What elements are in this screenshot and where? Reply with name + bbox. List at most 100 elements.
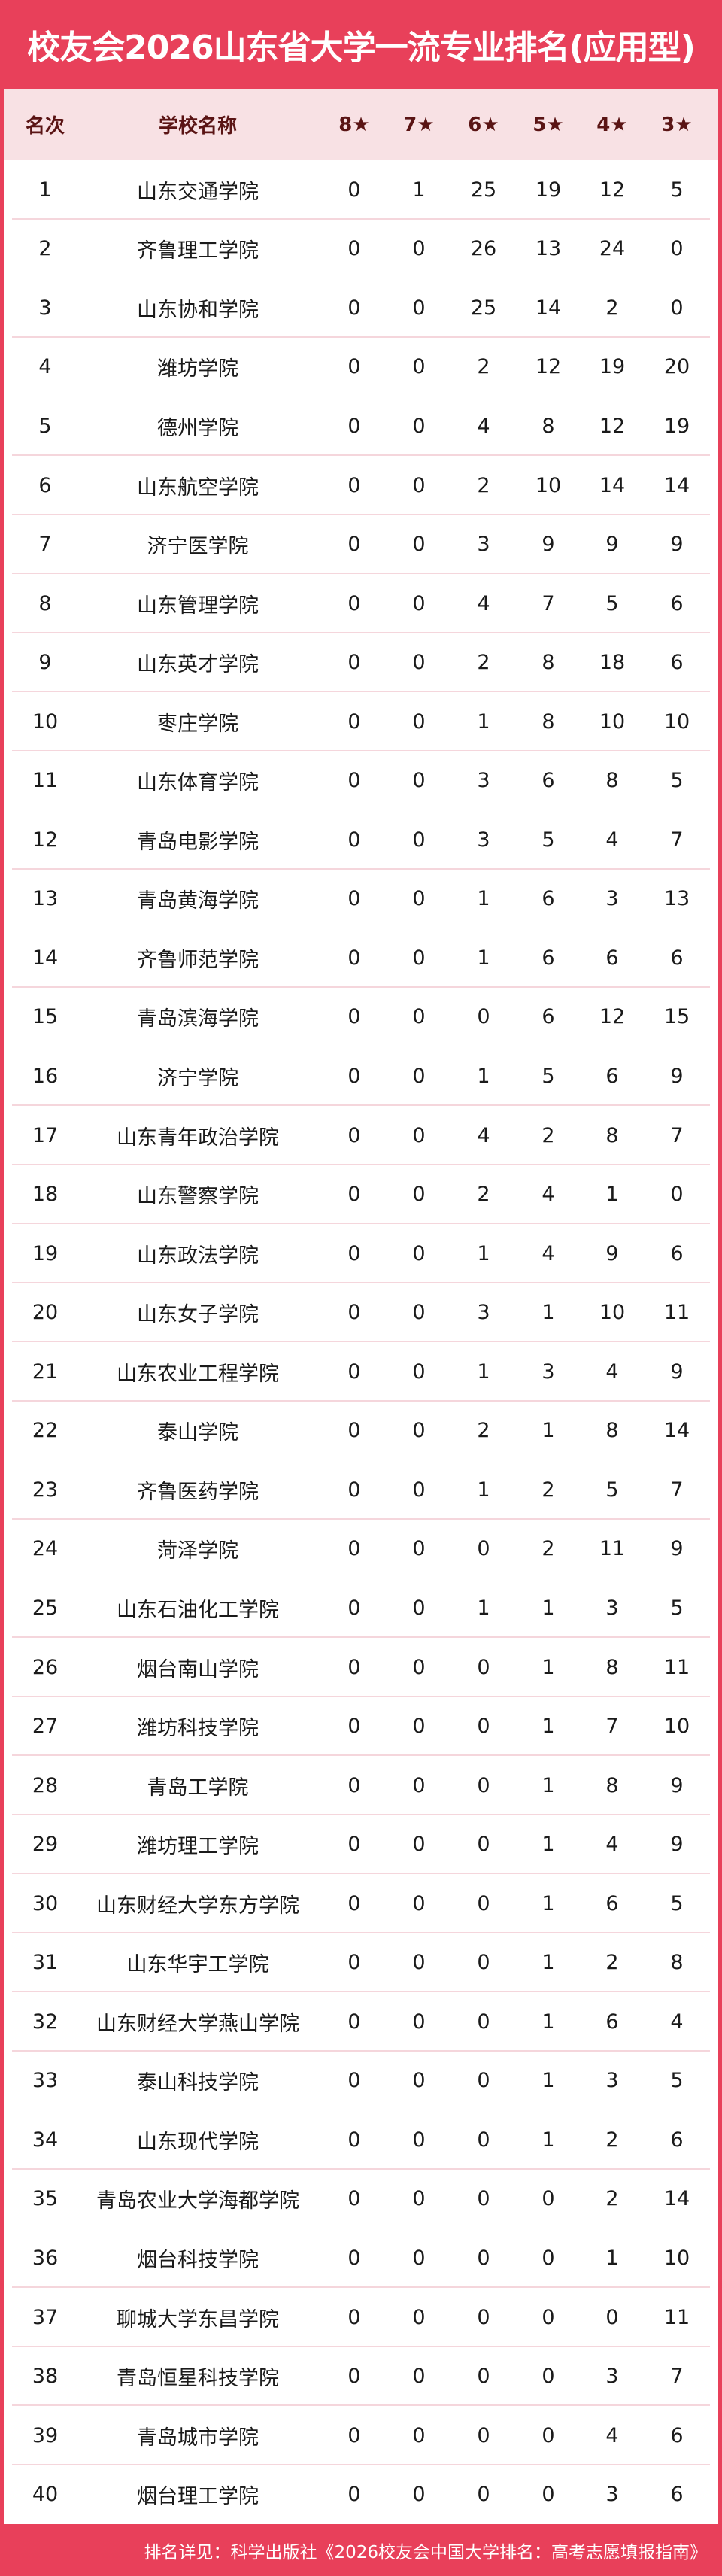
- cell-count-6-star: 0: [477, 2069, 490, 2093]
- cell-rank: 19: [32, 1241, 59, 1265]
- cell-count-7-star: 0: [412, 414, 426, 438]
- table-row: 15 青岛滨海学院 0 0 0 6 12 15: [4, 988, 718, 1047]
- cell-count-8-star: 0: [347, 1833, 361, 1857]
- cell-count-5-star: 1: [542, 1419, 555, 1443]
- cell-rank: 21: [32, 1359, 59, 1384]
- table-row: 12 青岛电影学院 0 0 3 5 4 7: [4, 810, 718, 870]
- cell-count-6-star: 25: [470, 296, 497, 320]
- table-row: 29 潍坊理工学院 0 0 0 1 4 9: [4, 1815, 718, 1874]
- cell-count-8-star: 0: [347, 1891, 361, 1915]
- cell-count-6-star: 0: [477, 2009, 490, 2034]
- table-row: 4 潍坊学院 0 0 2 12 19 20: [4, 338, 718, 397]
- cell-count-5-star: 5: [542, 828, 555, 852]
- cell-school-name: 山东现代学院: [137, 2130, 259, 2154]
- cell-count-3-star: 6: [670, 2423, 684, 2447]
- cell-count-4-star: 3: [605, 887, 619, 911]
- cell-count-5-star: 1: [542, 2069, 555, 2093]
- cell-count-4-star: 3: [605, 2365, 619, 2389]
- cell-count-3-star: 5: [670, 1891, 684, 1915]
- cell-count-5-star: 6: [542, 887, 555, 911]
- cell-count-4-star: 3: [605, 2069, 619, 2093]
- cell-rank: 32: [32, 2009, 59, 2034]
- cell-count-5-star: 6: [542, 946, 555, 970]
- cell-count-6-star: 0: [477, 2483, 490, 2507]
- cell-count-3-star: 0: [670, 296, 684, 320]
- header-6-star: 6★: [468, 113, 499, 136]
- cell-count-4-star: 9: [605, 533, 619, 557]
- cell-count-4-star: 6: [605, 1891, 619, 1915]
- cell-count-6-star: 0: [477, 2246, 490, 2271]
- cell-count-4-star: 14: [599, 473, 626, 497]
- cell-count-4-star: 2: [605, 2187, 619, 2211]
- cell-school-name: 菏泽学院: [157, 1539, 238, 1563]
- cell-rank: 28: [32, 1773, 59, 1797]
- cell-count-4-star: 3: [605, 2483, 619, 2507]
- cell-rank: 13: [32, 887, 59, 911]
- cell-count-8-star: 0: [347, 1951, 361, 1975]
- cell-school-name: 山东警察学院: [137, 1185, 259, 1209]
- cell-count-8-star: 0: [347, 1537, 361, 1561]
- row-divider: [12, 1695, 710, 1697]
- cell-count-3-star: 5: [670, 2069, 684, 2093]
- cell-count-7-star: 0: [412, 1419, 426, 1443]
- cell-count-3-star: 7: [670, 2365, 684, 2389]
- cell-rank: 40: [32, 2483, 59, 2507]
- cell-count-5-star: 10: [535, 473, 562, 497]
- cell-count-3-star: 9: [670, 533, 684, 557]
- row-divider: [12, 1223, 710, 1224]
- cell-school-name: 山东财经大学东方学院: [96, 1894, 299, 1918]
- table-row: 9 山东英才学院 0 0 2 8 18 6: [4, 633, 718, 692]
- page-title: 校友会2026山东省大学一流专业排名(应用型): [27, 29, 696, 67]
- cell-count-8-star: 0: [347, 473, 361, 497]
- cell-count-3-star: 0: [670, 1183, 684, 1207]
- cell-school-name: 山东政法学院: [137, 1244, 259, 1268]
- row-divider: [12, 1341, 710, 1342]
- row-divider: [12, 868, 710, 870]
- row-divider: [12, 1045, 710, 1047]
- cell-rank: 35: [32, 2187, 59, 2211]
- cell-count-7-star: 0: [412, 1301, 426, 1325]
- cell-count-6-star: 1: [477, 1596, 490, 1620]
- cell-rank: 9: [38, 651, 52, 675]
- table-row: 14 齐鲁师范学院 0 0 1 6 6 6: [4, 928, 718, 988]
- cell-count-3-star: 11: [663, 1655, 690, 1679]
- cell-count-3-star: 4: [670, 2009, 684, 2034]
- cell-rank: 31: [32, 1951, 59, 1975]
- cell-count-4-star: 8: [605, 1655, 619, 1679]
- cell-count-4-star: 12: [599, 178, 626, 202]
- cell-count-5-star: 4: [542, 1241, 555, 1265]
- cell-count-6-star: 2: [477, 651, 490, 675]
- row-divider: [12, 2463, 710, 2465]
- cell-count-6-star: 0: [477, 2423, 490, 2447]
- cell-count-4-star: 10: [599, 1301, 626, 1325]
- cell-count-8-star: 0: [347, 533, 361, 557]
- table-row: 27 潍坊科技学院 0 0 0 1 7 10: [4, 1697, 718, 1756]
- cell-count-6-star: 2: [477, 473, 490, 497]
- cell-count-8-star: 0: [347, 1065, 361, 1089]
- cell-count-5-star: 4: [542, 1183, 555, 1207]
- table-row: 30 山东财经大学东方学院 0 0 0 1 6 5: [4, 1874, 718, 1934]
- cell-count-5-star: 13: [535, 237, 562, 261]
- cell-school-name: 聊城大学东昌学院: [117, 2307, 279, 2331]
- cell-count-7-star: 0: [412, 2069, 426, 2093]
- row-divider: [12, 395, 710, 397]
- cell-school-name: 青岛滨海学院: [137, 1007, 259, 1031]
- cell-rank: 16: [32, 1065, 59, 1089]
- cell-count-5-star: 1: [542, 2128, 555, 2152]
- cell-rank: 17: [32, 1123, 59, 1147]
- cell-count-7-star: 0: [412, 1655, 426, 1679]
- cell-count-5-star: 1: [542, 1773, 555, 1797]
- cell-rank: 10: [32, 709, 59, 734]
- cell-count-5-star: 6: [542, 1005, 555, 1029]
- cell-count-5-star: 12: [535, 355, 562, 379]
- cell-school-name: 济宁学院: [157, 1067, 238, 1091]
- cell-count-3-star: 10: [663, 709, 690, 734]
- cell-count-4-star: 4: [605, 1359, 619, 1384]
- table-row: 7 济宁医学院 0 0 3 9 9 9: [4, 515, 718, 574]
- row-divider: [12, 1813, 710, 1815]
- cell-count-7-star: 0: [412, 1359, 426, 1384]
- cell-school-name: 泰山科技学院: [137, 2071, 259, 2095]
- cell-rank: 6: [38, 473, 52, 497]
- cell-count-7-star: 0: [412, 769, 426, 793]
- cell-count-3-star: 14: [663, 2187, 690, 2211]
